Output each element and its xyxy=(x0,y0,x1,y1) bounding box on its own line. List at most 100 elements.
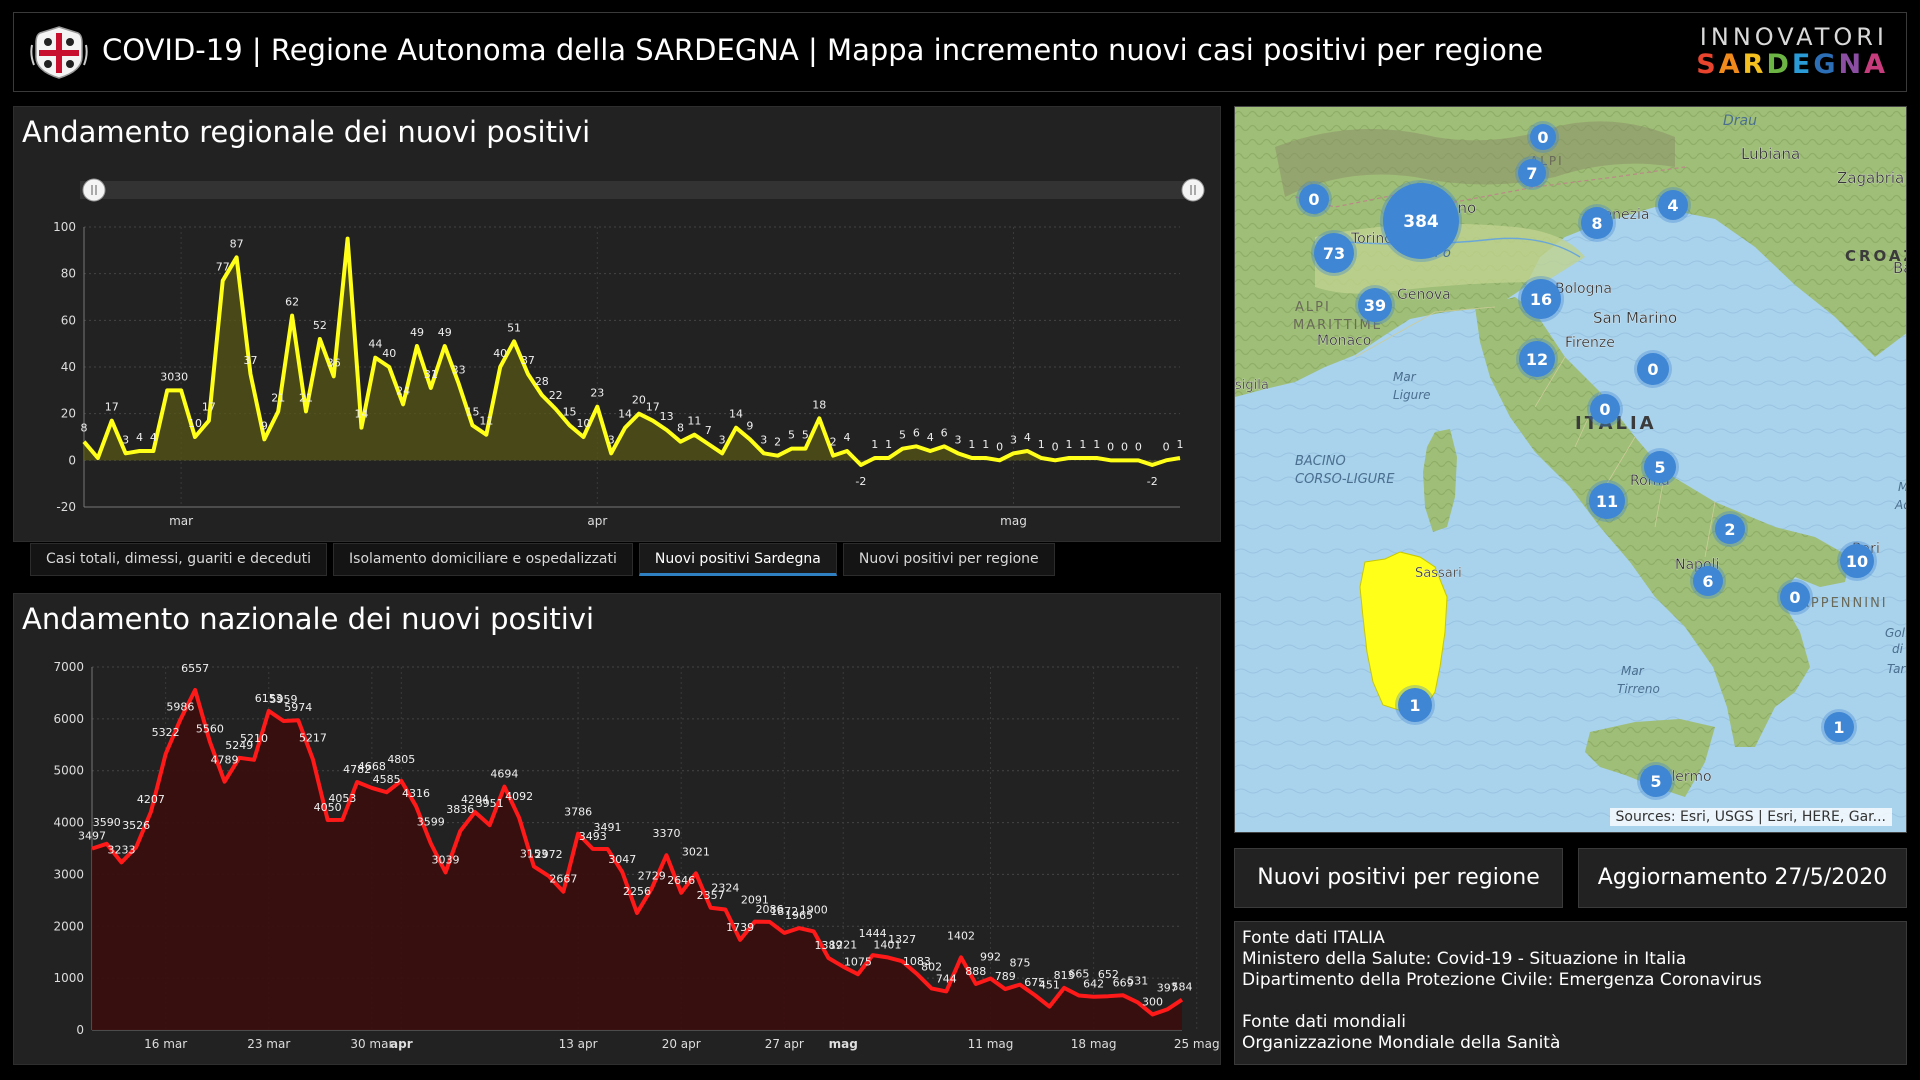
data-point[interactable] xyxy=(1080,456,1085,461)
region-marker[interactable]: 1 xyxy=(1821,709,1857,745)
data-point[interactable] xyxy=(928,449,933,454)
data-point[interactable] xyxy=(95,456,100,461)
marker-circle[interactable] xyxy=(1383,183,1459,259)
data-point[interactable] xyxy=(1108,458,1113,463)
data-point[interactable] xyxy=(1135,1000,1140,1005)
data-point[interactable] xyxy=(401,402,406,407)
data-point[interactable] xyxy=(151,449,156,454)
data-point[interactable] xyxy=(1178,456,1183,461)
data-point[interactable] xyxy=(734,425,739,430)
data-point[interactable] xyxy=(969,456,974,461)
data-point[interactable] xyxy=(679,890,684,895)
region-marker[interactable]: 5 xyxy=(1637,762,1675,800)
tab-1[interactable]: Casi totali, dimessi, guariti e deceduti xyxy=(30,543,328,576)
data-point[interactable] xyxy=(944,989,949,994)
national-area-chart[interactable]: 0 1000 2000 3000 4000 5000 6000 7000 16 mar 23 ma… xyxy=(14,594,1222,1066)
data-point[interactable] xyxy=(1011,451,1016,456)
data-point[interactable] xyxy=(276,409,281,414)
data-point[interactable] xyxy=(747,437,752,442)
data-point[interactable] xyxy=(761,451,766,456)
region-marker[interactable]: 8 xyxy=(1578,204,1616,242)
data-point[interactable] xyxy=(252,757,257,762)
data-point[interactable] xyxy=(207,739,212,744)
data-point[interactable] xyxy=(148,809,153,814)
data-point[interactable] xyxy=(803,446,808,451)
data-point[interactable] xyxy=(325,817,330,822)
data-point[interactable] xyxy=(858,463,863,468)
data-point[interactable] xyxy=(900,446,905,451)
data-point[interactable] xyxy=(123,451,128,456)
data-point[interactable] xyxy=(635,911,640,916)
region-marker[interactable]: 0 xyxy=(1527,121,1559,153)
data-point[interactable] xyxy=(797,926,802,931)
data-point[interactable] xyxy=(1165,1007,1170,1012)
marker-circle[interactable] xyxy=(1715,514,1745,544)
data-point[interactable] xyxy=(359,425,364,430)
data-point[interactable] xyxy=(355,780,360,785)
data-point[interactable] xyxy=(428,386,433,391)
data-point[interactable] xyxy=(553,407,558,412)
marker-circle[interactable] xyxy=(1840,544,1874,578)
data-point[interactable] xyxy=(281,718,286,723)
data-point[interactable] xyxy=(178,717,183,722)
data-point[interactable] xyxy=(738,937,743,942)
region-marker[interactable]: 16 xyxy=(1518,276,1564,322)
data-point[interactable] xyxy=(973,981,978,986)
data-point[interactable] xyxy=(956,451,961,456)
data-point[interactable] xyxy=(331,374,336,379)
data-point[interactable] xyxy=(1017,982,1022,987)
marker-circle[interactable] xyxy=(1637,353,1669,385)
data-point[interactable] xyxy=(179,388,184,393)
marker-circle[interactable] xyxy=(1590,394,1620,424)
data-point[interactable] xyxy=(1067,456,1072,461)
data-point[interactable] xyxy=(502,784,507,789)
marker-circle[interactable] xyxy=(1530,124,1556,150)
data-point[interactable] xyxy=(1094,456,1099,461)
data-point[interactable] xyxy=(137,449,142,454)
data-point[interactable] xyxy=(789,446,794,451)
data-point[interactable] xyxy=(1025,449,1030,454)
data-point[interactable] xyxy=(531,864,536,869)
region-marker[interactable]: 5 xyxy=(1641,448,1679,486)
data-point[interactable] xyxy=(387,365,392,370)
region-marker[interactable]: 73 xyxy=(1311,230,1357,276)
data-point[interactable] xyxy=(831,453,836,458)
data-point[interactable] xyxy=(384,790,389,795)
data-point[interactable] xyxy=(692,432,697,437)
data-point[interactable] xyxy=(942,444,947,449)
data-point[interactable] xyxy=(1150,463,1155,468)
marker-circle[interactable] xyxy=(1644,451,1676,483)
data-point[interactable] xyxy=(1150,1012,1155,1017)
data-point[interactable] xyxy=(340,817,345,822)
marker-circle[interactable] xyxy=(1358,288,1392,322)
data-point[interactable] xyxy=(1121,993,1126,998)
data-point[interactable] xyxy=(595,404,600,409)
data-point[interactable] xyxy=(720,451,725,456)
data-point[interactable] xyxy=(872,456,877,461)
data-point[interactable] xyxy=(983,456,988,461)
data-point[interactable] xyxy=(82,439,87,444)
region-marker[interactable]: 39 xyxy=(1355,285,1395,325)
region-marker[interactable]: 7 xyxy=(1515,156,1549,190)
data-point[interactable] xyxy=(817,416,822,421)
data-point[interactable] xyxy=(487,823,492,828)
data-point[interactable] xyxy=(609,451,614,456)
data-point[interactable] xyxy=(929,986,934,991)
data-point[interactable] xyxy=(512,339,517,344)
data-point[interactable] xyxy=(708,905,713,910)
data-point[interactable] xyxy=(443,870,448,875)
data-point[interactable] xyxy=(119,860,124,865)
region-marker[interactable]: 2 xyxy=(1712,511,1748,547)
data-point[interactable] xyxy=(1164,458,1169,463)
data-point[interactable] xyxy=(678,439,683,444)
data-point[interactable] xyxy=(303,409,308,414)
data-point[interactable] xyxy=(664,853,669,858)
region-marker[interactable]: 12 xyxy=(1516,338,1558,380)
data-point[interactable] xyxy=(517,815,522,820)
data-point[interactable] xyxy=(1032,992,1037,997)
marker-circle[interactable] xyxy=(1398,688,1432,722)
marker-circle[interactable] xyxy=(1299,184,1329,214)
data-point[interactable] xyxy=(1180,997,1185,1002)
data-point[interactable] xyxy=(234,255,239,260)
